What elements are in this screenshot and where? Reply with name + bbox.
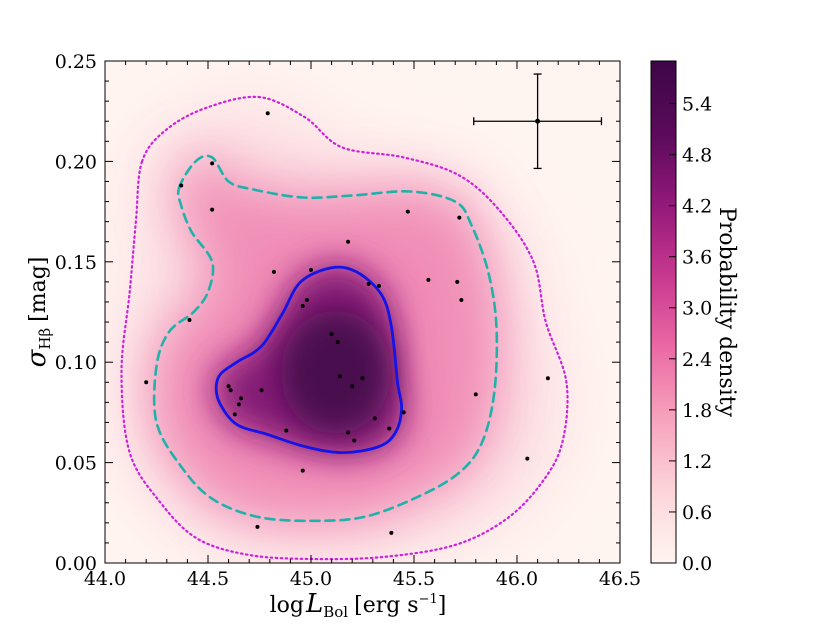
data-point xyxy=(473,392,478,397)
x-tick-label: 45.0 xyxy=(290,568,332,590)
data-point xyxy=(350,384,355,389)
data-point xyxy=(284,428,289,433)
density-heatmap xyxy=(121,96,568,560)
colorbar xyxy=(650,60,677,564)
errorbar-layer xyxy=(473,73,603,170)
x-tick-label: 45.5 xyxy=(393,568,435,590)
data-point xyxy=(255,524,260,529)
data-point xyxy=(228,388,233,393)
y-tick-label: 0.20 xyxy=(55,151,97,173)
data-point xyxy=(337,374,342,379)
data-point xyxy=(525,456,530,461)
plot-frame xyxy=(104,60,621,564)
y-tick-label: 0.05 xyxy=(55,453,97,475)
y-tick-label: 0.00 xyxy=(55,553,97,575)
x-label-sup: −1 xyxy=(419,592,438,607)
y-label-units: [mag] xyxy=(26,257,51,322)
data-point xyxy=(401,410,406,415)
data-point xyxy=(455,279,460,284)
data-point xyxy=(376,283,381,288)
contour-inner xyxy=(214,265,404,455)
data-point xyxy=(236,402,241,407)
colorbar-tick-label: 1.2 xyxy=(682,451,712,473)
data-point xyxy=(300,303,305,308)
colorbar-label: Probability density xyxy=(714,207,739,418)
data-point xyxy=(346,430,351,435)
data-point xyxy=(426,277,431,282)
colorbar-tick-label: 3.6 xyxy=(682,247,712,269)
data-point xyxy=(389,530,394,535)
x-tick-label: 46.0 xyxy=(496,568,538,590)
data-point xyxy=(309,267,313,272)
data-point xyxy=(144,380,149,385)
data-point xyxy=(210,207,215,212)
data-point xyxy=(238,396,243,401)
scatter-layer xyxy=(144,111,550,535)
colorbar-ticks: 0.0 0.6 1.2 1.8 2.4 3.0 3.6 4.2 4.8 5.4 xyxy=(669,94,712,575)
x-tick-label: 46.5 xyxy=(599,568,641,590)
data-point xyxy=(366,281,371,286)
data-point xyxy=(457,215,462,220)
colorbar-tick-label: 1.8 xyxy=(682,400,712,422)
colorbar-tick-label: 3.0 xyxy=(682,298,712,320)
data-point xyxy=(387,426,392,431)
density-peak xyxy=(280,310,391,435)
y-axis-ticks: 0.00 0.05 0.10 0.15 0.20 0.25 xyxy=(55,51,620,575)
data-point xyxy=(271,269,276,274)
colorbar-tick-label: 0.0 xyxy=(682,553,712,575)
y-tick-label: 0.10 xyxy=(55,352,97,374)
y-label-sub: Hβ xyxy=(36,328,54,350)
data-point xyxy=(300,468,305,473)
colorbar-tick-label: 2.4 xyxy=(682,349,712,371)
y-tick-label: 0.25 xyxy=(55,51,97,73)
y-label-sigma: σ xyxy=(22,348,52,367)
x-label-l: L xyxy=(305,589,323,619)
x-label-sub: Bol xyxy=(323,603,348,621)
data-point xyxy=(210,161,215,166)
colorbar-tick-label: 5.4 xyxy=(682,94,712,116)
x-axis-label: logLBol [erg s−1] xyxy=(270,589,447,621)
colorbar-tick-label: 4.8 xyxy=(682,145,712,167)
x-label-log: log xyxy=(270,593,304,618)
x-label-close: ] xyxy=(438,593,447,618)
data-point xyxy=(352,438,357,443)
x-label-units: [erg s xyxy=(354,593,419,618)
y-tick-label: 0.15 xyxy=(55,252,97,274)
data-point xyxy=(405,209,410,214)
data-point xyxy=(372,416,377,421)
contour-outer xyxy=(120,95,569,561)
colorbar-tick-label: 0.6 xyxy=(682,502,712,524)
data-point xyxy=(179,183,184,188)
data-point xyxy=(187,318,192,323)
data-point xyxy=(226,384,231,389)
data-point xyxy=(360,376,365,381)
data-point xyxy=(545,376,550,381)
data-point xyxy=(265,111,270,116)
data-point xyxy=(232,412,237,417)
x-tick-label: 44.0 xyxy=(84,568,126,590)
data-point xyxy=(259,388,264,393)
data-point xyxy=(346,239,351,244)
contour-middle xyxy=(152,154,499,523)
y-axis-label: σHβ [mag] xyxy=(22,257,54,368)
data-point xyxy=(329,332,334,337)
data-point xyxy=(304,297,309,302)
x-tick-label: 44.5 xyxy=(187,568,229,590)
data-point xyxy=(335,340,340,345)
data-point xyxy=(459,297,464,302)
errorbar-center xyxy=(535,118,541,124)
colorbar-tick-label: 4.2 xyxy=(682,196,712,218)
x-axis-ticks: 44.0 44.5 45.0 45.5 46.0 46.5 xyxy=(84,61,641,590)
contour-layer xyxy=(120,95,569,561)
